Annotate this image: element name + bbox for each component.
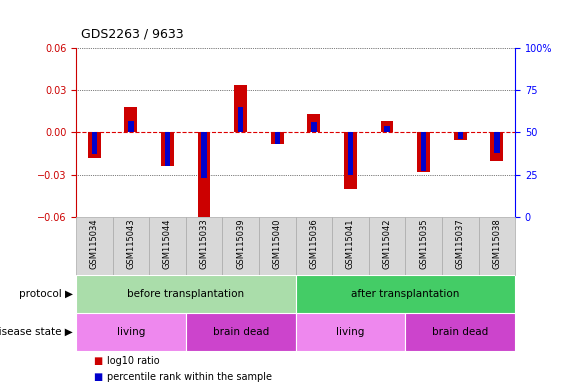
Text: disease state ▶: disease state ▶ [0,327,73,337]
Bar [165,132,170,166]
Bar [296,275,515,313]
Text: GSM115043: GSM115043 [127,219,135,269]
Bar [275,132,280,144]
Bar [76,275,296,313]
Text: brain dead: brain dead [432,327,488,337]
Bar [76,217,113,275]
Bar [198,132,211,220]
Bar [385,126,390,132]
Text: GSM115033: GSM115033 [200,219,208,270]
Text: GSM115040: GSM115040 [273,219,282,269]
Bar [76,313,186,351]
Text: ■: ■ [93,356,102,366]
Bar [238,107,243,132]
Text: GSM115037: GSM115037 [456,219,464,270]
Bar [348,132,353,175]
Bar [307,114,320,132]
Bar [234,84,247,132]
Bar [124,107,137,132]
Bar [332,217,369,275]
Text: percentile rank within the sample: percentile rank within the sample [107,372,272,382]
Bar [311,122,316,132]
Bar [494,132,499,153]
Bar [271,132,284,144]
Text: before transplantation: before transplantation [127,289,244,299]
Bar [186,313,296,351]
Text: GSM115036: GSM115036 [310,219,318,270]
Bar [88,132,101,158]
Bar [296,217,332,275]
Text: brain dead: brain dead [213,327,269,337]
Bar [128,121,133,132]
Text: living: living [117,327,145,337]
Text: log10 ratio: log10 ratio [107,356,159,366]
Bar [92,132,97,154]
Text: after transplantation: after transplantation [351,289,459,299]
Text: GSM115042: GSM115042 [383,219,391,269]
Text: GSM115035: GSM115035 [419,219,428,269]
Bar [458,132,463,139]
Bar [186,217,222,275]
Bar [405,313,515,351]
Text: GSM115044: GSM115044 [163,219,172,269]
Bar [442,217,479,275]
Bar [454,132,467,139]
Bar [259,217,296,275]
Bar [344,132,357,189]
Bar [296,313,405,351]
Text: GSM115038: GSM115038 [493,219,501,270]
Bar [479,217,515,275]
Bar [405,217,442,275]
Text: living: living [336,327,365,337]
Bar [113,217,149,275]
Text: GDS2263 / 9633: GDS2263 / 9633 [81,27,184,40]
Bar [161,132,174,166]
Bar [421,132,426,171]
Bar [490,132,503,161]
Text: GSM115034: GSM115034 [90,219,99,269]
Text: ■: ■ [93,372,102,382]
Bar [369,217,405,275]
Bar [202,132,207,178]
Text: protocol ▶: protocol ▶ [19,289,73,299]
Bar [417,132,430,172]
Bar [222,217,259,275]
Text: GSM115041: GSM115041 [346,219,355,269]
Text: GSM115039: GSM115039 [236,219,245,269]
Bar [381,121,394,132]
Bar [149,217,186,275]
